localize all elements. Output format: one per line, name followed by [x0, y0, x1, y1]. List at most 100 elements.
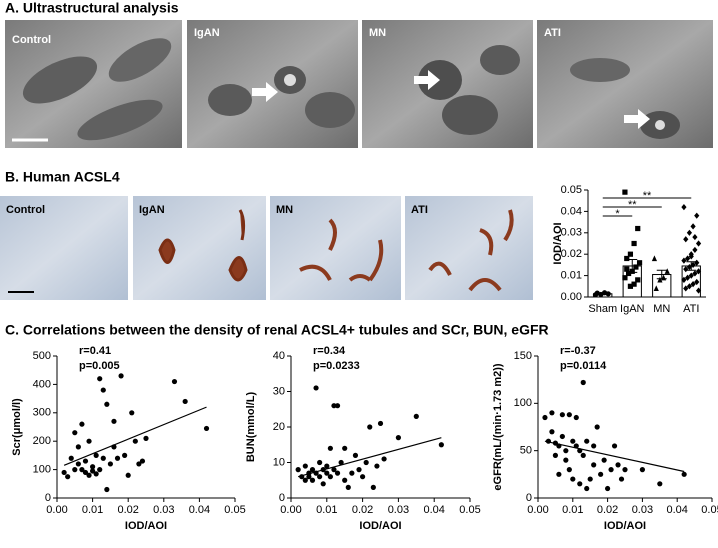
point: [139, 458, 146, 464]
point: [306, 474, 312, 480]
point: [90, 468, 96, 474]
point: [660, 274, 667, 281]
point: [657, 276, 663, 283]
y-tick-label: 0: [279, 492, 285, 504]
point: [100, 455, 106, 461]
point: [580, 452, 586, 458]
point: [345, 484, 351, 490]
point: [694, 212, 700, 219]
point: [122, 452, 128, 458]
point: [636, 260, 643, 266]
point: [324, 470, 330, 476]
point: [86, 438, 92, 444]
y-tick-label: 400: [33, 378, 51, 390]
point: [611, 443, 618, 449]
point: [118, 373, 124, 379]
x-tick-label: 0.03: [388, 504, 409, 516]
y-tick-label: 150: [514, 350, 532, 362]
y-tick-label: 100: [514, 397, 532, 409]
point: [107, 461, 113, 467]
y-tick-label: 0.05: [561, 184, 582, 196]
x-tick-label: ATI: [683, 303, 699, 315]
stat-label: r=0.34: [313, 345, 346, 357]
point: [182, 398, 188, 405]
trend-line: [298, 437, 442, 478]
point: [618, 476, 625, 482]
y-tick-label: 40: [273, 350, 285, 362]
point: [381, 456, 387, 462]
point: [625, 270, 632, 277]
point: [684, 274, 691, 281]
y-tick-label: 500: [33, 350, 51, 362]
point: [331, 467, 337, 473]
y-tick-label: 10: [273, 456, 285, 468]
point: [104, 401, 110, 407]
point: [624, 255, 630, 262]
x-tick-label: 0.03: [632, 504, 653, 516]
x-axis-label: IOD/AOI: [604, 520, 646, 532]
point: [61, 469, 67, 476]
x-tick-label: 0.01: [82, 504, 103, 516]
point: [93, 471, 99, 477]
point: [72, 467, 78, 473]
point: [683, 236, 689, 243]
x-tick-label: IgAN: [620, 303, 645, 315]
point: [370, 484, 376, 490]
point: [334, 470, 341, 476]
point: [395, 435, 401, 441]
stat-label: r=-0.37: [560, 345, 596, 357]
panel-title: A. Ultrastructural analysis: [5, 0, 179, 16]
point: [317, 474, 323, 480]
point: [580, 379, 586, 386]
point: [331, 403, 337, 409]
stat-label: r=0.41: [79, 345, 111, 357]
x-tick-label: 0.00: [527, 504, 548, 516]
point: [684, 255, 691, 262]
x-tick-label: 0.05: [224, 504, 245, 516]
y-tick-label: 20: [273, 421, 285, 433]
x-axis-label: IOD/AOI: [125, 520, 167, 532]
point: [692, 246, 698, 254]
point: [90, 464, 96, 470]
point: [552, 452, 559, 458]
point: [129, 410, 135, 416]
point: [97, 467, 103, 473]
point: [374, 463, 380, 469]
x-tick-label: Sham: [588, 303, 617, 315]
point: [587, 476, 593, 482]
point: [104, 486, 110, 493]
image-label: IgAN: [139, 204, 165, 216]
point: [635, 277, 641, 283]
point: [363, 459, 369, 466]
y-tick-label: 0.03: [561, 227, 582, 239]
stat-label: p=0.0114: [560, 360, 607, 372]
point: [653, 285, 659, 292]
point: [639, 467, 646, 473]
point: [681, 276, 687, 283]
point: [68, 455, 74, 461]
point: [651, 255, 658, 262]
y-axis-label: IOD/AOI: [552, 222, 564, 264]
point: [143, 435, 149, 441]
x-tick-label: 0.05: [459, 504, 480, 516]
x-tick-label: 0.01: [562, 504, 583, 516]
point: [577, 481, 583, 487]
point: [591, 443, 597, 449]
x-tick-label: 0.01: [316, 504, 337, 516]
y-tick-label: 0: [526, 492, 532, 504]
point: [627, 251, 634, 257]
point: [692, 233, 698, 241]
point: [75, 444, 81, 450]
point: [627, 283, 634, 289]
point: [302, 463, 308, 469]
significance-label: **: [628, 199, 637, 211]
point: [542, 414, 548, 421]
point: [349, 470, 355, 476]
point: [624, 266, 630, 272]
ihc-images: [0, 196, 533, 300]
x-tick-label: 0.00: [46, 504, 67, 516]
point: [622, 467, 628, 473]
point: [79, 421, 85, 427]
point: [295, 467, 301, 473]
point: [377, 420, 384, 427]
